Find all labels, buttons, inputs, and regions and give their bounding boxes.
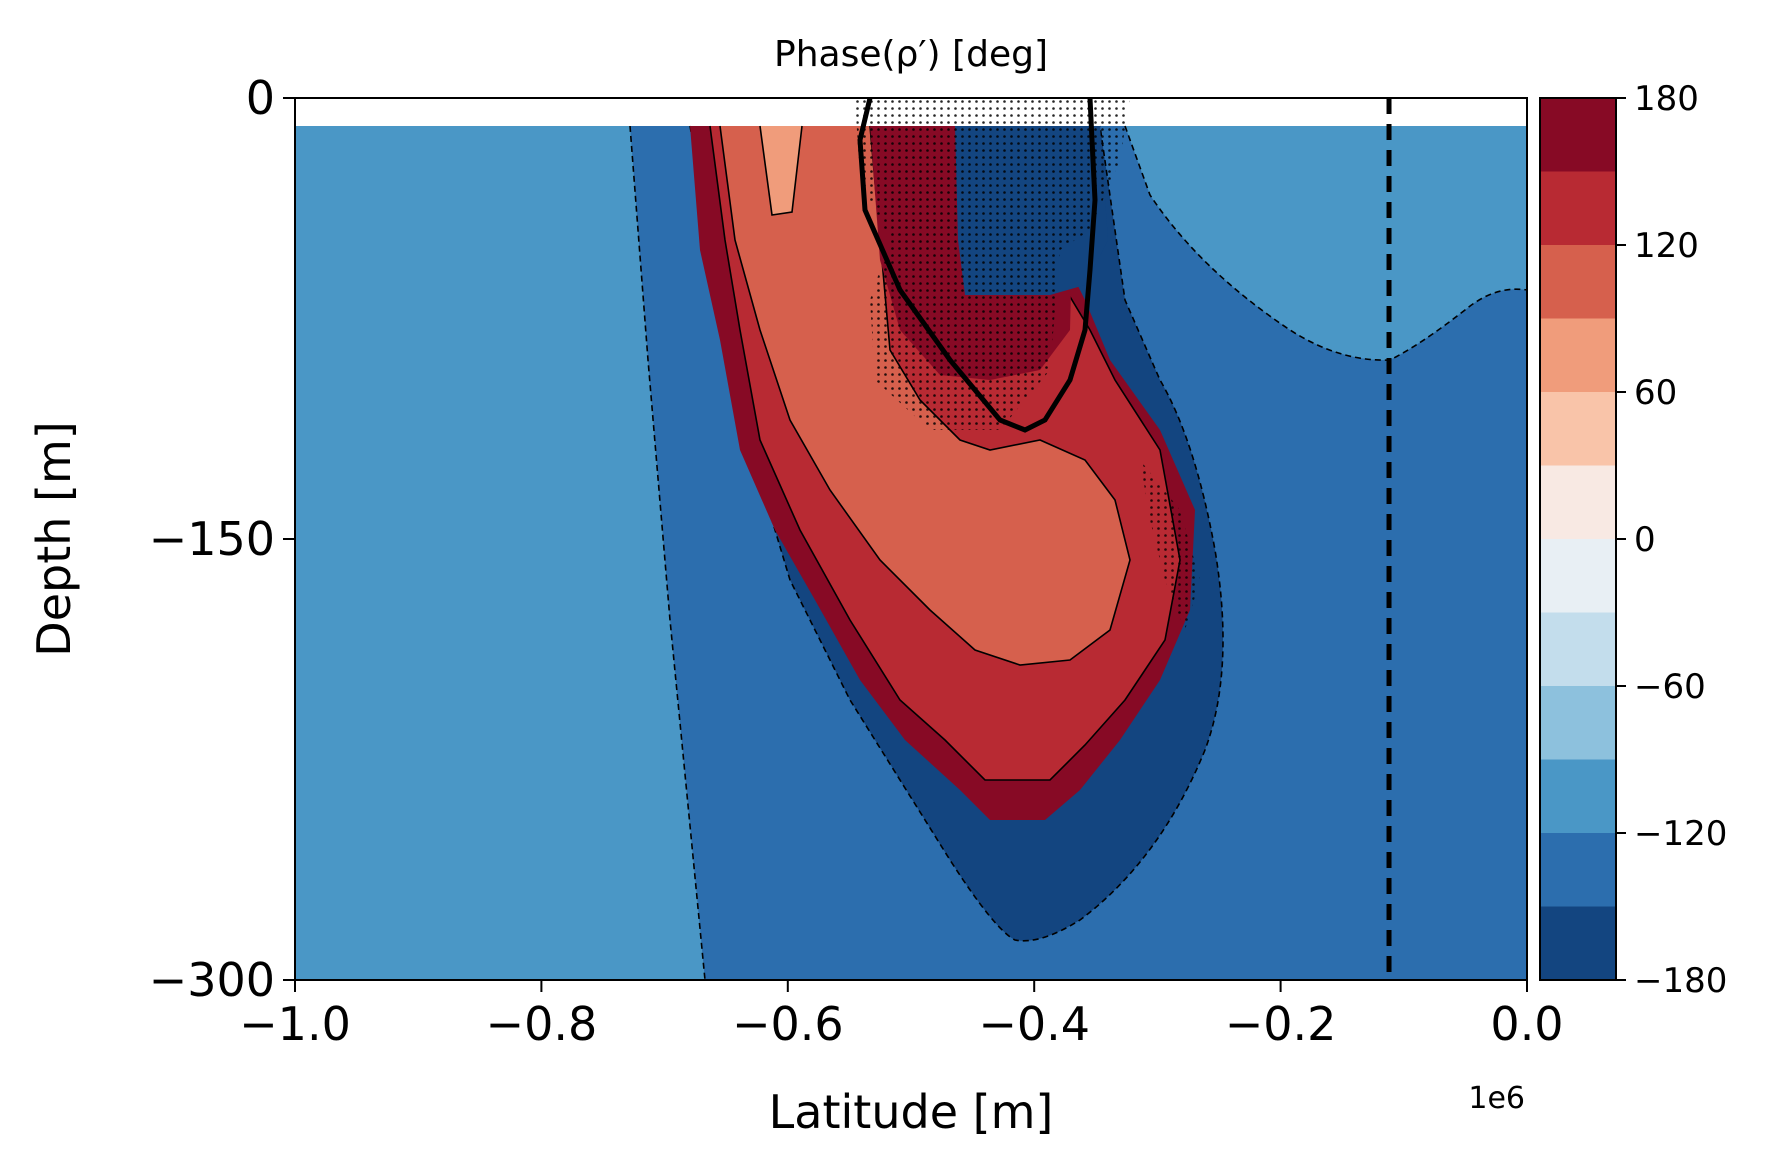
contour-line-75 xyxy=(759,125,803,216)
colorbar-band xyxy=(1540,686,1616,760)
contour-line-105 xyxy=(719,125,1131,666)
colorbar-tick-label: −60 xyxy=(1634,667,1706,707)
colorbar-band xyxy=(1540,465,1616,539)
x-axis-label: Latitude [m] xyxy=(769,1085,1054,1139)
colorbar-band xyxy=(1540,833,1616,907)
contour-region-75 xyxy=(760,126,802,215)
y-axis: 0 −150 −300 xyxy=(149,71,295,1007)
x-offset-label: 1e6 xyxy=(1468,1081,1525,1116)
contour-plot-area xyxy=(295,98,1527,980)
x-axis: −1.0 −0.8 −0.6 −0.4 −0.2 0.0 xyxy=(239,980,1564,1051)
contour-region-105 xyxy=(720,126,1130,665)
colorbar-band xyxy=(1540,245,1616,319)
colorbar: 180 120 60 0 −60 −120 −180 xyxy=(1539,79,1727,1001)
colorbar-band xyxy=(1540,906,1616,980)
colorbar-band xyxy=(1540,318,1616,392)
contour-line-envelope xyxy=(689,125,1224,942)
x-tick-label: −0.6 xyxy=(732,997,844,1051)
chart-title: Phase(ρ′) [deg] xyxy=(774,34,1048,75)
colorbar-tick-label: 120 xyxy=(1634,226,1699,266)
thick-contour-line xyxy=(857,98,1098,433)
colorbar-tick-label: 0 xyxy=(1634,520,1656,560)
colorbar-tick-label: 180 xyxy=(1634,79,1699,119)
significance-stipple-top xyxy=(855,98,1130,430)
x-tick-label: −0.8 xyxy=(486,997,598,1051)
y-tick-label: −300 xyxy=(149,953,275,1007)
significance-stipple-side xyxy=(1140,460,1200,630)
colorbar-tick-label: −120 xyxy=(1634,814,1727,854)
contour-region-right-minus120 xyxy=(1125,126,1527,361)
contour-line-135 xyxy=(709,125,1181,781)
colorbar-tick-label: 60 xyxy=(1634,373,1677,413)
colorbar-band xyxy=(1540,98,1616,172)
colorbar-band xyxy=(1540,392,1616,466)
y-tick-label: 0 xyxy=(246,71,275,125)
x-tick-label: −1.0 xyxy=(239,997,351,1051)
x-tick-label: −0.2 xyxy=(1225,997,1337,1051)
contour-line-right xyxy=(1124,125,1527,361)
colorbar-tick-label: −180 xyxy=(1634,961,1727,1001)
colorbar-band xyxy=(1540,612,1616,686)
contour-region-left-minus120 xyxy=(295,126,705,980)
x-tick-label: 0.0 xyxy=(1490,997,1563,1051)
colorbar-band xyxy=(1540,539,1616,613)
colorbar-band xyxy=(1540,759,1616,833)
y-tick-label: −150 xyxy=(149,512,275,566)
x-tick-label: −0.4 xyxy=(978,997,1090,1051)
y-axis-label: Depth [m] xyxy=(27,421,81,656)
contour-line-left xyxy=(629,125,706,980)
colorbar-band xyxy=(1540,171,1616,245)
